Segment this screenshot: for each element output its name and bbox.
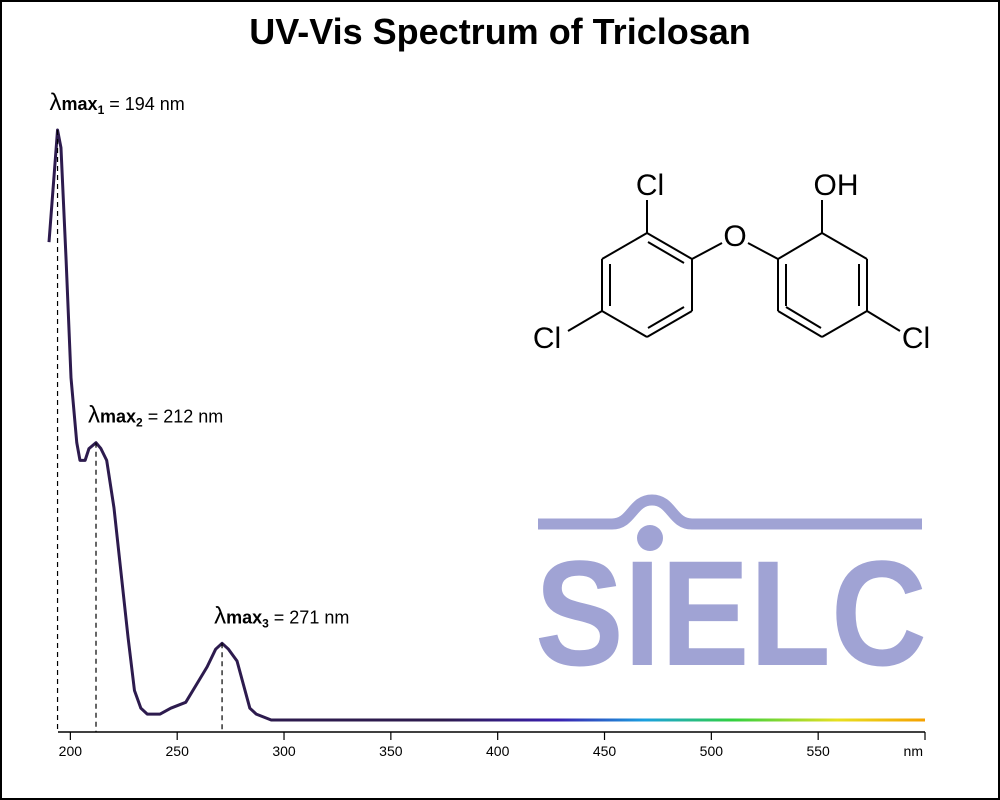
peak-annotation: λmax1 = 194 nm — [50, 89, 185, 117]
logo-text: SIELC — [535, 529, 927, 697]
lambda: λ — [88, 402, 100, 429]
atom-label: Cl — [636, 169, 664, 202]
spectrum-line — [47, 128, 925, 722]
logo: SIELC — [535, 494, 927, 697]
chart-title: UV-Vis Spectrum of Triclosan — [249, 11, 751, 52]
x-tick-label: 500 — [700, 743, 724, 759]
peak-annotation: λmax3 = 271 nm — [214, 602, 349, 630]
x-tick-label: 400 — [486, 743, 510, 759]
lambda: λ — [50, 89, 62, 116]
lambda: λ — [214, 602, 226, 629]
max: max — [62, 94, 98, 114]
atom-label: OH — [814, 169, 859, 202]
x-tick-label: 350 — [379, 743, 403, 759]
x-tick-label: 250 — [166, 743, 190, 759]
max: max — [100, 407, 136, 427]
x-tick-label: 550 — [806, 743, 830, 759]
structure: Cl O OH Cl Cl — [533, 169, 930, 355]
subscript: 2 — [136, 416, 143, 430]
logo-dot — [637, 525, 663, 551]
annotation-text: = 212 nm — [143, 407, 224, 427]
atom-label: O — [723, 220, 746, 253]
logo-line — [538, 494, 922, 530]
max: max — [226, 607, 262, 627]
peak-annotation: λmax2 = 212 nm — [88, 402, 223, 430]
annotation-text: = 271 nm — [269, 607, 350, 627]
subscript: 1 — [98, 103, 105, 117]
x-axis-label: nm — [904, 743, 923, 759]
x-tick-label: 200 — [59, 743, 83, 759]
subscript: 3 — [262, 616, 269, 630]
x-tick-label: 450 — [593, 743, 617, 759]
x-tick-label: 300 — [272, 743, 296, 759]
atom-label: Cl — [533, 322, 561, 355]
atom-label: Cl — [902, 322, 930, 355]
annotation-text: = 194 nm — [104, 94, 185, 114]
